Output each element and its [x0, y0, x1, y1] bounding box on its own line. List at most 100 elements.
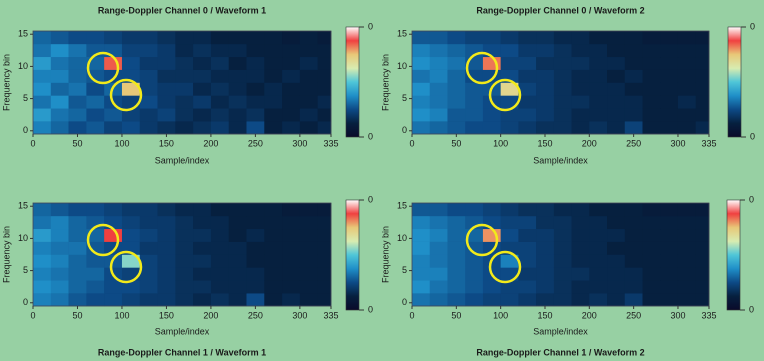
heatmap-cell — [282, 56, 301, 70]
heatmap-cell — [139, 108, 158, 122]
x-tick-label: 250 — [626, 138, 641, 148]
y-tick-label: 15 — [18, 29, 28, 39]
x-tick-label: 250 — [248, 138, 263, 148]
heatmap-cell — [193, 203, 212, 217]
y-tick-label: 5 — [402, 265, 407, 275]
heatmap-cell — [677, 82, 697, 96]
colorbar-tick-label: 0 — [749, 304, 754, 314]
heatmap-cell — [677, 69, 697, 83]
x-tick-label: 150 — [159, 138, 174, 148]
heatmap-cell — [50, 95, 69, 109]
heatmap-cell — [412, 31, 431, 45]
heatmap-cell — [282, 121, 301, 135]
heatmap-cell — [33, 280, 52, 294]
heatmap-cell — [210, 31, 230, 45]
heatmap-cell — [482, 215, 501, 230]
heatmap-cell — [210, 215, 230, 230]
heatmap-cell — [264, 293, 283, 307]
heatmap-cell — [299, 241, 318, 255]
heatmap-cell — [571, 215, 590, 230]
heatmap-cell — [282, 43, 301, 58]
x-tick-label: 50 — [72, 310, 82, 320]
y-axis-label: Frequency bin — [1, 54, 11, 111]
heatmap-cell — [264, 69, 283, 83]
heatmap-cell — [175, 108, 194, 122]
heatmap-cell — [553, 82, 572, 96]
heatmap-cell — [607, 82, 626, 96]
highlight-circle — [465, 223, 499, 257]
heatmap-cell — [429, 69, 448, 83]
heatmap-cell — [536, 203, 555, 217]
heatmap-cell — [571, 31, 590, 45]
chart-title: Range-Doppler Channel 0 / Waveform 2 — [476, 5, 644, 15]
heatmap-cell — [482, 293, 501, 307]
heatmap-cell — [642, 31, 661, 45]
heatmap-cell — [412, 267, 431, 281]
y-tick-label: 5 — [402, 93, 407, 103]
heatmap-cell — [589, 215, 608, 230]
heatmap-cell — [317, 108, 332, 122]
heatmap-cell — [299, 121, 318, 135]
heatmap-cell — [695, 267, 710, 281]
heatmap-cell — [624, 69, 643, 83]
heatmap-cell — [607, 121, 626, 135]
heatmap-cell — [33, 228, 52, 242]
heatmap-cell — [210, 293, 230, 307]
heatmap-cell — [660, 280, 679, 294]
heatmap-cell — [157, 82, 176, 96]
heatmap-cell — [518, 241, 537, 255]
heatmap-cell — [447, 241, 466, 255]
heatmap-cell — [193, 121, 212, 135]
heatmap-cell — [642, 280, 661, 294]
heatmap-cell — [642, 203, 661, 217]
heatmap-cell — [282, 228, 301, 242]
heatmap-cell — [68, 267, 87, 281]
plot-frame — [32, 202, 332, 307]
heatmap-cell — [571, 280, 590, 294]
heatmap-cell — [193, 241, 212, 255]
heatmap-cell — [193, 293, 212, 307]
heatmap-cell — [175, 95, 194, 109]
heatmap-cell — [175, 215, 194, 230]
heatmap-cell — [139, 228, 158, 242]
heatmap-cell — [157, 254, 176, 268]
highlight-circle — [86, 51, 120, 85]
heatmap-cell — [264, 241, 283, 255]
highlight-circle — [86, 223, 120, 257]
heatmap-cell — [121, 203, 141, 217]
heatmap-cell — [121, 215, 141, 230]
heatmap-cell — [429, 293, 448, 307]
heatmap-cell — [447, 203, 466, 217]
y-tick-label: 15 — [18, 201, 28, 211]
heatmap-cell — [447, 254, 466, 268]
heatmap-cell — [447, 293, 466, 307]
heatmap-cell — [660, 31, 679, 45]
x-tick-label: 200 — [203, 310, 218, 320]
heatmap-cell — [210, 254, 230, 268]
heatmap-cell — [175, 82, 194, 96]
heatmap-cell — [412, 293, 431, 307]
heatmap-cell — [447, 43, 466, 58]
heatmap-cell — [589, 203, 608, 217]
heatmap-cell — [677, 108, 697, 122]
y-tick-label: 10 — [397, 233, 407, 243]
x-tick-label: 300 — [292, 310, 307, 320]
x-tick-label: 335 — [323, 310, 338, 320]
heatmap-cell — [246, 82, 265, 96]
heatmap-cell — [86, 121, 105, 135]
heatmap-cell — [553, 203, 572, 217]
x-tick-label: 0 — [409, 310, 414, 320]
heatmap-cell — [282, 254, 301, 268]
heatmap-cell — [660, 69, 679, 83]
y-axis-label: Frequency bin — [380, 54, 390, 111]
heatmap-cell — [139, 69, 158, 83]
heatmap-cell — [33, 203, 52, 217]
heatmap-cell — [589, 56, 608, 70]
heatmap-cell — [86, 69, 105, 83]
heatmap-cell — [246, 95, 265, 109]
x-tick-label: 50 — [451, 138, 461, 148]
y-tick-label: 5 — [23, 265, 28, 275]
plot-frame — [411, 202, 710, 307]
heatmap-cell — [536, 241, 555, 255]
